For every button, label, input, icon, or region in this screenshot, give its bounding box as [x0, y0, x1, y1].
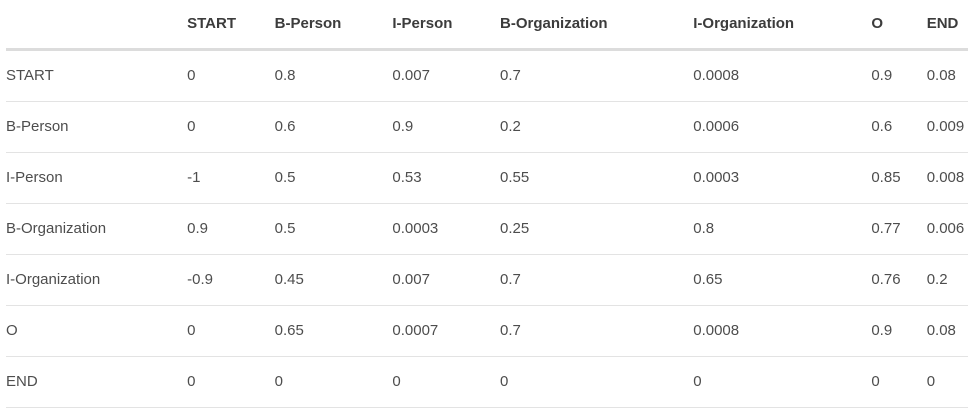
cell: 0.9 — [392, 101, 501, 153]
column-header: END — [926, 0, 968, 51]
cell: 0.007 — [392, 254, 501, 306]
header-row: START B-Person I-Person B-Organization I-Org… — [6, 0, 968, 51]
row-header: B-Organization — [6, 203, 188, 255]
cell: 0.9 — [871, 305, 927, 357]
cell: 0.53 — [392, 152, 501, 204]
column-header: I-Organization — [693, 0, 872, 51]
cell: 0.009 — [926, 101, 968, 153]
cell: 0.77 — [871, 203, 927, 255]
cell: 0.65 — [274, 305, 393, 357]
cell: 0.0008 — [693, 49, 872, 102]
cell: 0.2 — [926, 254, 968, 306]
table-body: START 0 0.8 0.007 0.7 0.0008 0.9 0.08 B-Person 0 0… — [6, 49, 968, 408]
cell: 0.0007 — [392, 305, 501, 357]
row-header: B-Person — [6, 101, 188, 153]
cell: 0.9 — [187, 203, 275, 255]
cell: 0.7 — [500, 49, 694, 102]
table-row: START 0 0.8 0.007 0.7 0.0008 0.9 0.08 — [6, 49, 968, 102]
cell: 0 — [187, 356, 275, 408]
cell: 0.007 — [392, 49, 501, 102]
cell: 0.08 — [926, 49, 968, 102]
cell: 0.008 — [926, 152, 968, 204]
cell: 0 — [187, 49, 275, 102]
row-header: I-Organization — [6, 254, 188, 306]
cell: 0 — [187, 101, 275, 153]
column-header: B-Person — [274, 0, 393, 51]
cell: 0.0008 — [693, 305, 872, 357]
cell: 0.9 — [871, 49, 927, 102]
cell: 0 — [500, 356, 694, 408]
cell: 0.7 — [500, 305, 694, 357]
cell: 0.0003 — [693, 152, 872, 204]
cell: -0.9 — [187, 254, 275, 306]
cell: 0.8 — [693, 203, 872, 255]
cell: 0.2 — [500, 101, 694, 153]
cell: 0.85 — [871, 152, 927, 204]
column-header: O — [871, 0, 927, 51]
row-header: O — [6, 305, 188, 357]
cell: 0 — [871, 356, 927, 408]
table-row: B-Person 0 0.6 0.9 0.2 0.0006 0.6 0.009 — [6, 101, 968, 153]
cell: 0.8 — [274, 49, 393, 102]
cell: 0.76 — [871, 254, 927, 306]
cell: 0.6 — [871, 101, 927, 153]
cell: 0.6 — [274, 101, 393, 153]
cell: 0.7 — [500, 254, 694, 306]
cell: 0.0006 — [693, 101, 872, 153]
cell: 0 — [187, 305, 275, 357]
cell: 0 — [693, 356, 872, 408]
cell: 0.65 — [693, 254, 872, 306]
table-row: B-Organization 0.9 0.5 0.0003 0.25 0.8 0.77 0.0… — [6, 203, 968, 255]
cell: 0.5 — [274, 152, 393, 204]
column-header: B-Organization — [500, 0, 694, 51]
transition-matrix-table: START B-Person I-Person B-Organization I-Org… — [6, 0, 968, 408]
table-row: O 0 0.65 0.0007 0.7 0.0008 0.9 0.08 — [6, 305, 968, 357]
row-header: END — [6, 356, 188, 408]
row-header: I-Person — [6, 152, 188, 204]
cell: 0 — [392, 356, 501, 408]
row-header: START — [6, 49, 188, 102]
cell: 0 — [274, 356, 393, 408]
cell: 0.0003 — [392, 203, 501, 255]
cell: 0.45 — [274, 254, 393, 306]
table-row: END 0 0 0 0 0 0 0 — [6, 356, 968, 408]
cell: 0.25 — [500, 203, 694, 255]
corner-cell — [6, 0, 188, 51]
cell: -1 — [187, 152, 275, 204]
cell: 0.08 — [926, 305, 968, 357]
table-row: I-Organization -0.9 0.45 0.007 0.7 0.65 0.76 0.… — [6, 254, 968, 306]
column-header: I-Person — [392, 0, 501, 51]
cell: 0.006 — [926, 203, 968, 255]
column-header: START — [187, 0, 275, 51]
table-row: I-Person -1 0.5 0.53 0.55 0.0003 0.85 0.008 — [6, 152, 968, 204]
cell: 0.55 — [500, 152, 694, 204]
cell: 0.5 — [274, 203, 393, 255]
cell: 0 — [926, 356, 968, 408]
